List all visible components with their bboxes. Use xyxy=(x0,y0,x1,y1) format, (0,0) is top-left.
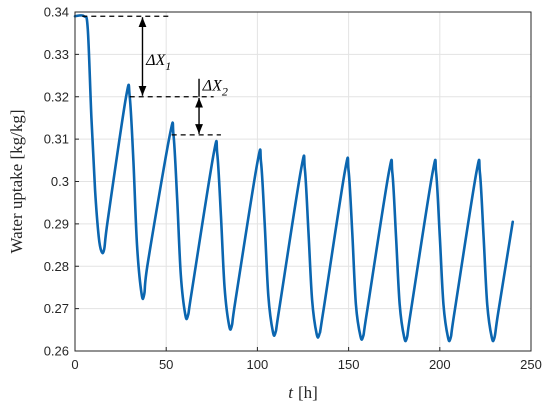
delta-x-symbol: ΔX xyxy=(145,52,166,69)
y-tick-label: 0.28 xyxy=(44,259,69,274)
x-axis-label: t [h] xyxy=(288,383,318,402)
x-axis-label-symbol: t xyxy=(288,383,294,402)
y-tick-label: 0.32 xyxy=(44,89,69,104)
plot-frame xyxy=(74,11,532,352)
y-tick-label: 0.27 xyxy=(44,301,69,316)
y-tick-label: 0.26 xyxy=(44,344,69,359)
x-tick-label: 250 xyxy=(520,357,542,372)
series-layer xyxy=(73,14,515,343)
x-tick-label: 0 xyxy=(71,357,78,372)
series-line xyxy=(73,14,515,343)
delta-x2-label: ΔX2 xyxy=(202,77,228,98)
delta-x1-label: ΔX1 xyxy=(145,52,171,73)
x-tick-label: 100 xyxy=(247,357,269,372)
x-tick-label: 50 xyxy=(159,357,173,372)
y-tick-labels: 0.26 0.27 0.28 0.29 0.3 0.31 0.32 0.33 0.34 xyxy=(44,5,69,359)
delta-x-subscript: 2 xyxy=(222,84,228,98)
x-tick-label: 200 xyxy=(429,357,451,372)
x-axis-label-unit: [h] xyxy=(298,383,318,402)
x-tick-label: 150 xyxy=(338,357,360,372)
x-tick-labels: 0 50 100 150 200 250 xyxy=(71,357,541,372)
y-axis-label: Water uptake [kg/kg] xyxy=(7,109,26,253)
y-tick-label: 0.33 xyxy=(44,47,69,62)
delta-x-symbol: ΔX xyxy=(202,77,223,94)
y-tick-label: 0.31 xyxy=(44,132,69,147)
delta-x-subscript: 1 xyxy=(165,59,171,73)
y-tick-label: 0.29 xyxy=(44,216,69,231)
y-tick-label: 0.3 xyxy=(51,174,69,189)
grid xyxy=(74,11,532,352)
y-tick-label: 0.34 xyxy=(44,5,69,20)
